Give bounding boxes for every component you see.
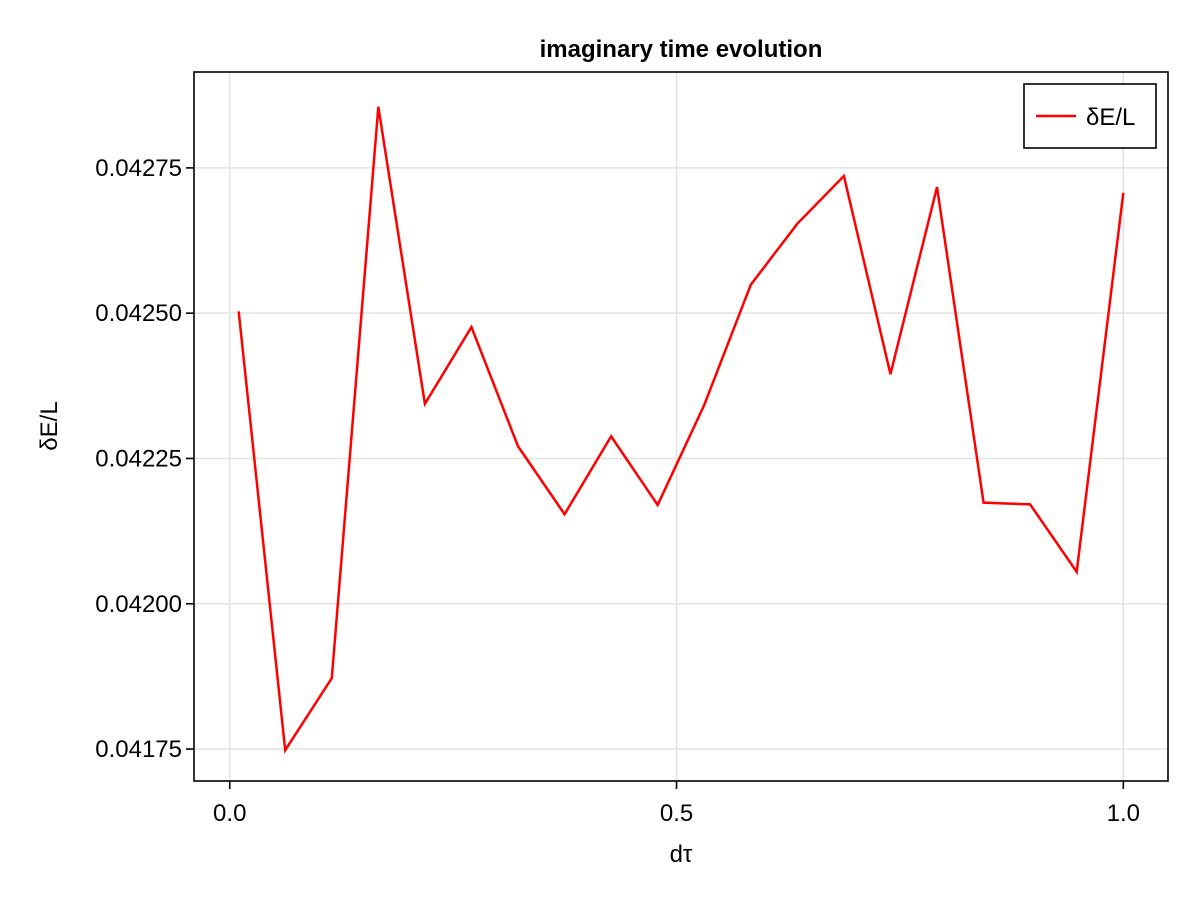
x-tick-label: 0.0 — [213, 800, 246, 827]
chart-title: imaginary time evolution — [540, 36, 823, 63]
series-line-1 — [237, 106, 1125, 754]
x-tick-label: 0.5 — [660, 800, 693, 827]
y-axis-ticks: 0.04175 0.04200 0.04225 0.04250 0.04275 — [95, 155, 194, 763]
y-tick-label: 0.04250 — [95, 300, 182, 327]
x-axis-label: dτ — [670, 841, 693, 868]
y-tick-label: 0.04200 — [95, 591, 182, 618]
y-tick-label: 0.04225 — [95, 445, 182, 472]
x-axis-ticks: 0.0 0.5 1.0 — [213, 781, 1140, 827]
y-tick-label: 0.04275 — [95, 155, 182, 182]
legend: δE/L — [1023, 83, 1157, 149]
legend-entry-series-1: δE/L — [1086, 104, 1135, 131]
x-tick-label: 1.0 — [1107, 800, 1140, 827]
series-layer — [237, 106, 1125, 754]
plot-frame — [193, 71, 1169, 782]
y-tick-label: 0.04175 — [95, 736, 182, 763]
y-axis-label: δE/L — [36, 401, 63, 450]
grid-lines — [194, 72, 1168, 781]
